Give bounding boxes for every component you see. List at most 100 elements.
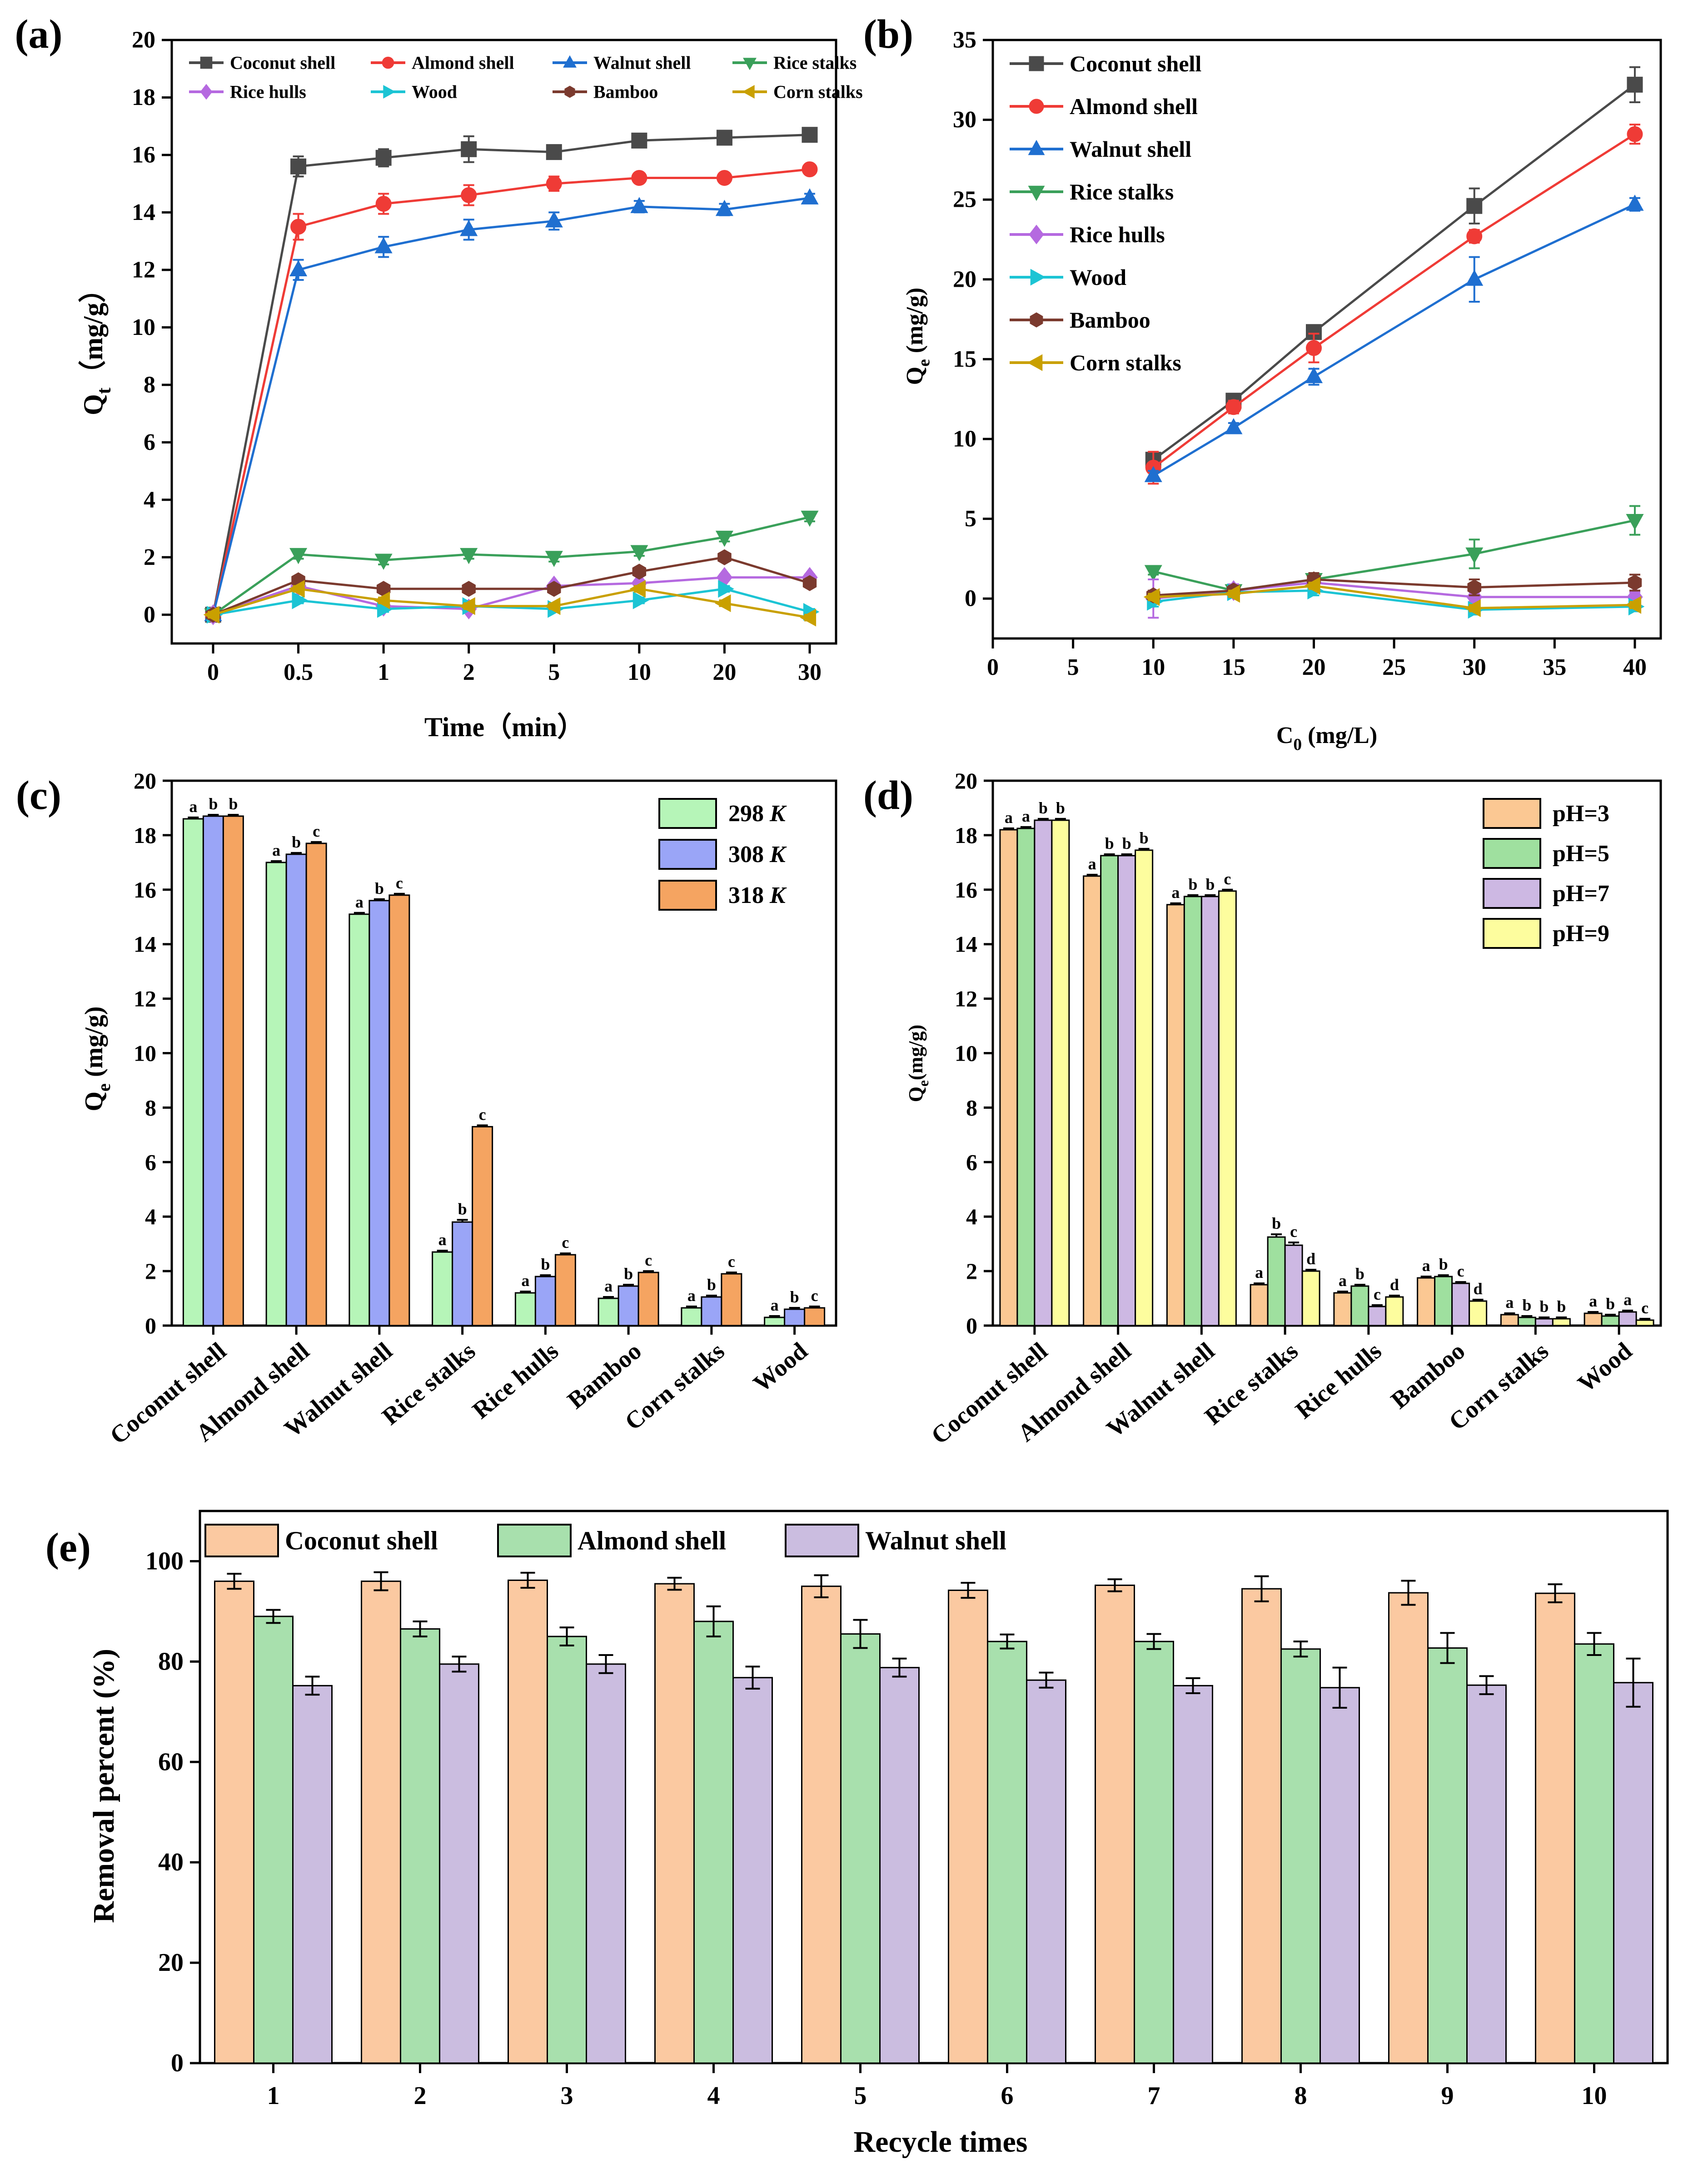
panel-d-label: (d) — [863, 773, 913, 818]
panel-e-legend-swatch — [204, 1524, 279, 1557]
panel-a-legend-label: Almond shell — [412, 53, 514, 73]
panel-b-legend-marker — [1028, 140, 1045, 155]
panel-c-significance-letter: b — [790, 1288, 799, 1306]
panel-d-bar — [1034, 819, 1053, 1326]
panel-b-data-point — [1627, 76, 1643, 93]
panel-c-x-tick-label: Wood — [748, 1337, 812, 1397]
panel-d-significance-letter: b — [1105, 834, 1114, 853]
panel-e-bar — [1466, 1684, 1507, 2064]
panel-e-bar — [1320, 1687, 1360, 2064]
panel-d-legend-label: pH=5 — [1553, 841, 1609, 867]
panel-a-data-point — [802, 575, 817, 591]
panel-a-data-point — [375, 195, 392, 212]
panel-a-data-point — [462, 581, 476, 597]
panel-a-legend-label: Rice hulls — [230, 82, 306, 102]
panel-a-data-point — [546, 144, 562, 160]
panel-d-significance-letter: b — [1439, 1255, 1448, 1273]
panel-a-legend-label: Rice stalks — [773, 53, 856, 73]
panel-d-y-tick-label: 18 — [955, 823, 977, 848]
panel-a-data-point — [203, 606, 220, 624]
panel-b-x-tick-label: 30 — [1463, 654, 1486, 680]
panel-c-legend-label: 308 K — [728, 842, 787, 868]
panel-b-legend-label: Rice hulls — [1070, 222, 1165, 247]
panel-c-y-tick-label: 0 — [145, 1313, 156, 1338]
panel-a-frame — [170, 39, 837, 645]
panel-a-y-tick-label: 16 — [132, 142, 155, 168]
panel-d-significance-letter: b — [1122, 834, 1131, 853]
panel-e-x-tick-label: 8 — [1295, 2082, 1307, 2110]
panel-d-significance-letter: c — [1290, 1222, 1297, 1241]
panel-a-legend-label: Corn stalks — [773, 82, 863, 102]
panel-b-data-point — [1224, 585, 1240, 603]
panel-a-data-point — [375, 150, 392, 166]
panel-b-y-tick-label: 10 — [953, 426, 976, 452]
panel-a-series-line — [213, 576, 810, 616]
panel-b-x-tick-label: 15 — [1222, 654, 1245, 680]
panel-d-x-tick-label: Wood — [1573, 1337, 1637, 1397]
panel-a-data-point — [547, 581, 561, 597]
panel-a-data-point — [289, 548, 308, 564]
panel-d-bar — [1635, 1319, 1654, 1326]
panel-a-y-tick-label: 20 — [132, 27, 155, 53]
panel-b-legend-label: Coconut shell — [1070, 51, 1201, 76]
panel-d-bar — [1218, 890, 1237, 1326]
panel-a-series-line — [213, 588, 810, 619]
panel-d-y-tick-label: 4 — [966, 1204, 977, 1229]
panel-b-y-tick-label: 0 — [965, 586, 976, 612]
panel-d-x-tick-label: Rice stalks — [1200, 1337, 1303, 1430]
panel-c-bar — [514, 1292, 536, 1326]
panel-b-x-tick-label: 10 — [1141, 654, 1165, 680]
panel-b-data-point — [1627, 126, 1643, 142]
panel-b-x-tick-label: 20 — [1302, 654, 1326, 680]
panel-d-significance-letter: c — [1457, 1262, 1464, 1280]
panel-c-significance-letter: c — [396, 874, 403, 892]
panel-a-data-point — [545, 211, 563, 228]
panel-c-significance-letter: c — [728, 1252, 735, 1271]
panel-a-data-point — [714, 594, 731, 613]
panel-e-x-tick-label: 9 — [1441, 2082, 1454, 2110]
panel-c-bar — [349, 913, 370, 1326]
panel-c-bar — [388, 894, 410, 1326]
panel-c-significance-letter: b — [292, 833, 301, 851]
panel-d-significance-letter: a — [1422, 1257, 1430, 1275]
panel-b-data-point — [1628, 574, 1642, 591]
panel-d-bar — [1385, 1296, 1404, 1326]
panel-e-bar — [1427, 1647, 1468, 2064]
panel-b-data-point — [1144, 565, 1162, 581]
panel-c-bar — [721, 1273, 742, 1326]
panel-d-x-tick-label: Rice hulls — [1290, 1337, 1386, 1424]
panel-a-legend-marker — [200, 84, 213, 100]
panel-d-significance-letter: a — [1589, 1292, 1597, 1310]
panel-b-series-line — [1153, 519, 1635, 592]
panel-a-y-tick-label: 2 — [144, 544, 155, 570]
panel-a-data-point — [800, 608, 817, 627]
panel-e-bar — [1535, 1592, 1575, 2064]
panel-c-y-tick-label: 14 — [134, 932, 156, 957]
panel-b-data-point — [1466, 228, 1483, 244]
panel-d-y-tick-label: 16 — [955, 877, 977, 903]
panel-d-bar — [1100, 855, 1119, 1326]
panel-b-series-line — [1152, 84, 1636, 461]
panel-b-legend-label: Walnut shell — [1070, 136, 1191, 162]
panel-d-bar — [1135, 849, 1154, 1326]
panel-d-bar — [1117, 855, 1136, 1326]
panel-b-data-point — [1465, 269, 1484, 286]
panel-e-y-tick-label: 80 — [158, 1647, 184, 1675]
panel-c-bar — [432, 1251, 453, 1326]
panel-a-x-tick-label: 1 — [378, 659, 389, 685]
panel-e-bar — [292, 1685, 333, 2064]
panel-c-bar — [617, 1285, 639, 1326]
panel-e-bar — [400, 1628, 440, 2064]
panel-b-legend-marker — [1029, 56, 1044, 71]
panel-a-series-line — [213, 588, 810, 616]
panel-c-x-tick-label: Rice hulls — [467, 1337, 563, 1424]
panel-a-data-point — [292, 591, 309, 609]
panel-b-chart: 0 5 10 15 20 25 30 35 0 5 10 15 20 25 30 35 40 Coconut sh… — [863, 12, 1662, 754]
panel-a-x-tick-label: 0.5 — [284, 659, 313, 685]
panel-d-bar — [1250, 1284, 1269, 1326]
panel-c-legend-swatch — [658, 880, 717, 911]
panel-d-significance-letter: b — [1056, 799, 1065, 817]
panel-b-legend-marker — [1030, 269, 1046, 286]
panel-b-legend-label: Almond shell — [1070, 94, 1198, 119]
